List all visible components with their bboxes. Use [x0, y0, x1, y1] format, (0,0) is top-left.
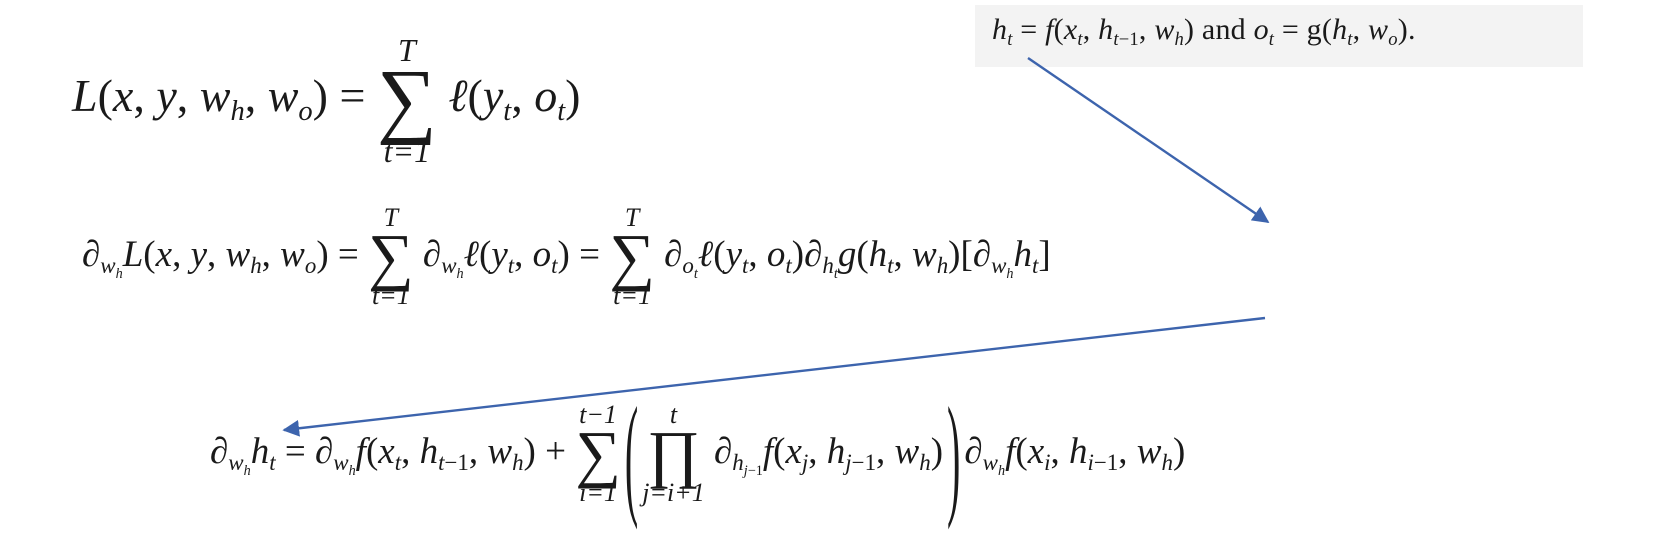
- arrow-bracket-to-expansion: [282, 316, 1266, 437]
- sigma-symbol: ∑: [609, 221, 655, 292]
- callout-definition: ht = f(xt, ht−1, wh) and ot = g(ht, wo).: [992, 13, 1416, 50]
- summation-1: T ∑ t=1: [368, 205, 414, 309]
- product-term: ∂hj−1f(xj, hj−1, wh): [704, 430, 944, 479]
- sigma-symbol: ∑: [368, 221, 414, 292]
- left-paren: (: [624, 377, 639, 531]
- sum-upper-limit: t−1: [579, 400, 617, 429]
- hidden-gradient-equation: ∂whht = ∂whf(xt, ht−1, wh) + t−1 ∑ i=1(t ∏ j…: [210, 378, 1186, 531]
- right-paren: ): [947, 377, 961, 531]
- prod-upper-limit: t: [669, 400, 678, 429]
- arrow-callout-to-bracket: [1027, 57, 1270, 223]
- gradient-equation: ∂whL(x, y, wh, wo) = T ∑ t=1 ∂whℓ(yt, ot) …: [82, 205, 1051, 309]
- sum1-upper-limit: T: [383, 203, 399, 232]
- loss-rhs: ℓ(yt, ot): [448, 70, 581, 128]
- sum1-lower-limit: t=1: [371, 281, 410, 311]
- summation: T ∑ t=1: [377, 34, 437, 167]
- gradient-mid: ∂whℓ(yt, ot) =: [413, 233, 610, 282]
- prod-lower-limit: j=i+1: [642, 478, 705, 508]
- loss-equation: L(x, y, wh, wo) = T ∑ t=1 ℓ(yt, ot): [72, 34, 580, 167]
- sum2-lower-limit: t=1: [613, 281, 651, 311]
- sum2-upper-limit: T: [624, 203, 640, 232]
- summation: t−1 ∑ i=1: [575, 402, 621, 506]
- loss-lhs: L(x, y, wh, wo) =: [72, 70, 377, 128]
- sigma-symbol: ∑: [376, 53, 437, 146]
- hidden-gradient-lhs: ∂whht = ∂whf(xt, ht−1, wh) +: [210, 430, 576, 479]
- callout-box: [975, 5, 1583, 67]
- gradient-lhs: ∂whL(x, y, wh, wo) =: [82, 233, 369, 282]
- sum-lower-limit: t=1: [383, 132, 431, 169]
- product: t ∏ j=i+1: [642, 402, 705, 506]
- pi-symbol: ∏: [647, 418, 700, 489]
- sum-lower-limit: i=1: [579, 478, 617, 508]
- summation-2: T ∑ t=1: [609, 205, 655, 309]
- sigma-symbol: ∑: [575, 418, 621, 489]
- sum-upper-limit: T: [397, 32, 416, 68]
- hidden-gradient-rhs: ∂whf(xi, hi−1, wh): [964, 430, 1186, 479]
- gradient-rhs: ∂otℓ(yt, ot)∂htg(ht, wh)[∂whht]: [654, 233, 1051, 282]
